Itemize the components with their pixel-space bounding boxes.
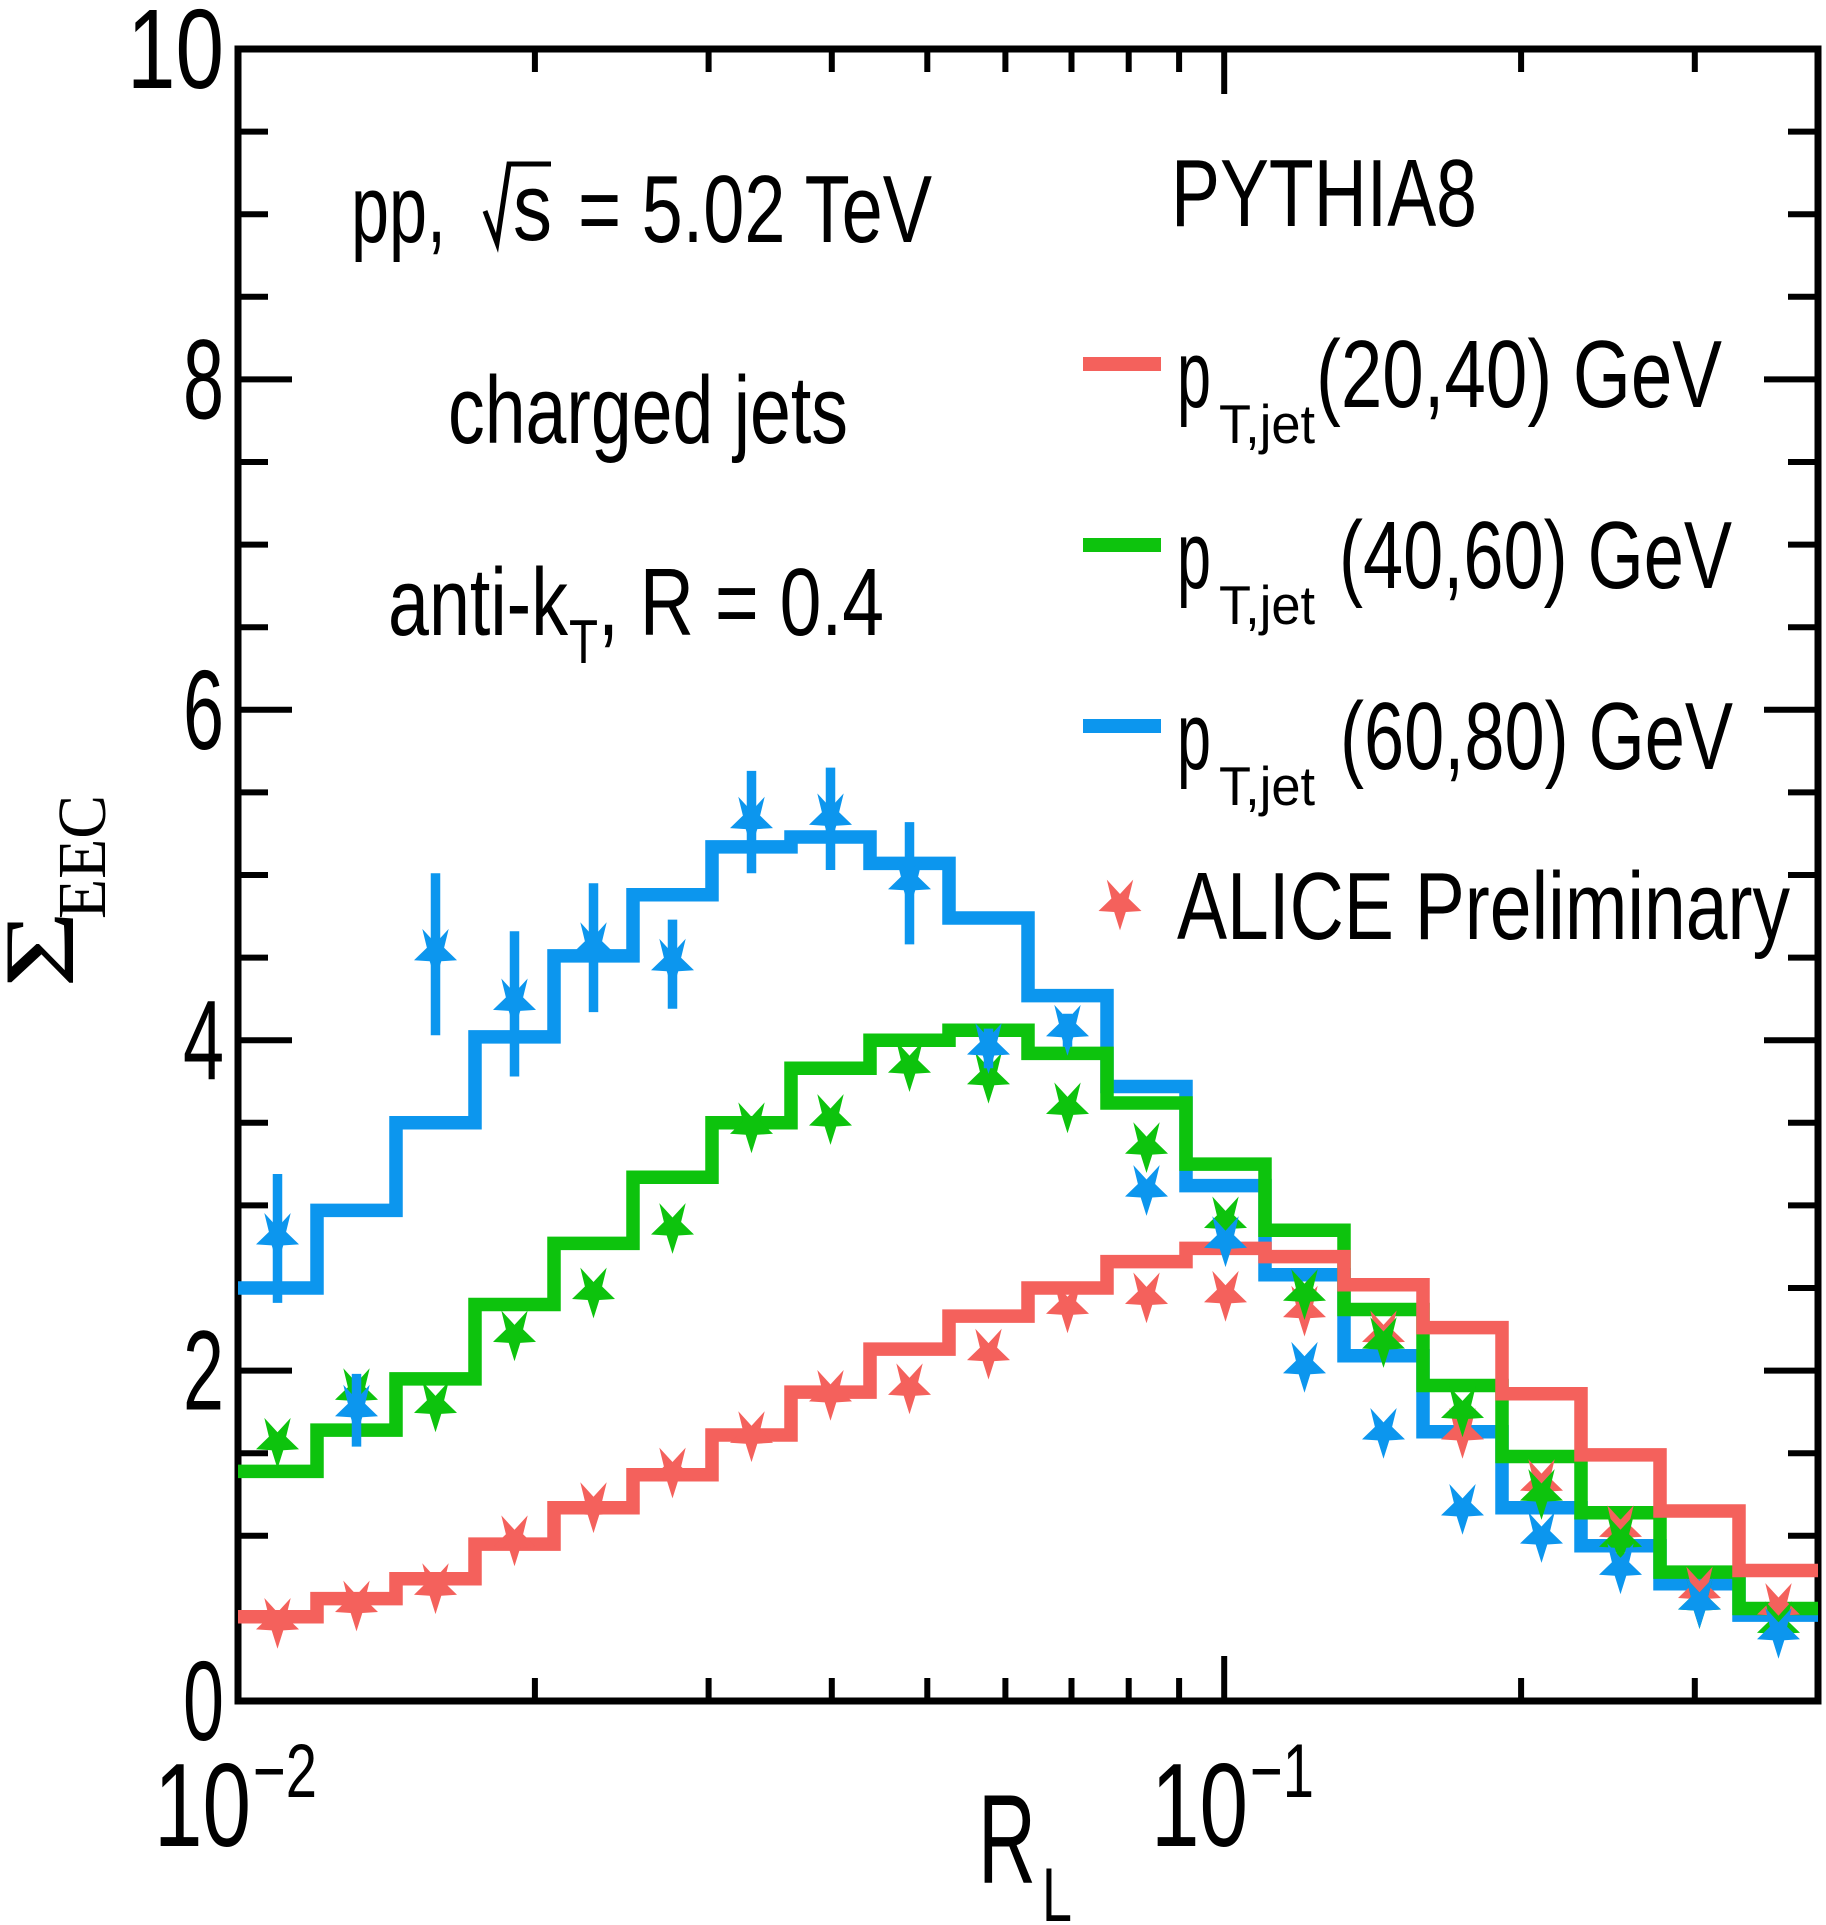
svg-text:(60,80) GeV: (60,80) GeV xyxy=(1340,683,1733,790)
svg-text:= 5.02 TeV: = 5.02 TeV xyxy=(578,156,932,263)
svg-text:R: R xyxy=(978,1768,1036,1910)
svg-text:8: 8 xyxy=(183,316,224,442)
svg-text:T,jet: T,jet xyxy=(1219,755,1315,817)
svg-text:p: p xyxy=(1177,683,1211,790)
svg-text:PYTHIA8: PYTHIA8 xyxy=(1171,140,1477,247)
svg-text:pp,: pp, xyxy=(351,156,446,263)
svg-text:0: 0 xyxy=(183,1638,224,1764)
svg-text:EEC: EEC xyxy=(44,795,120,919)
svg-text:T: T xyxy=(569,608,598,677)
svg-text:, R = 0.4: , R = 0.4 xyxy=(598,549,884,656)
svg-text:10: 10 xyxy=(154,1739,251,1872)
svg-text:T,jet: T,jet xyxy=(1219,574,1315,636)
svg-text:6: 6 xyxy=(183,647,224,773)
svg-text:−1: −1 xyxy=(1250,1729,1314,1814)
svg-text:(20,40) GeV: (20,40) GeV xyxy=(1316,321,1722,428)
svg-text:(40,60) GeV: (40,60) GeV xyxy=(1339,502,1732,609)
svg-text:2: 2 xyxy=(183,1308,224,1434)
svg-text:anti-k: anti-k xyxy=(388,549,569,656)
svg-text:Σ: Σ xyxy=(0,911,95,988)
svg-text:4: 4 xyxy=(183,977,224,1103)
svg-text:charged jets: charged jets xyxy=(448,357,848,464)
svg-text:ALICE Preliminary: ALICE Preliminary xyxy=(1177,853,1790,960)
svg-text:s: s xyxy=(513,154,552,261)
svg-text:10: 10 xyxy=(1151,1739,1248,1872)
svg-text:p: p xyxy=(1177,321,1211,428)
svg-text:p: p xyxy=(1177,502,1211,609)
svg-text:−2: −2 xyxy=(253,1729,317,1814)
svg-text:T,jet: T,jet xyxy=(1219,393,1315,455)
svg-text:L: L xyxy=(1042,1853,1072,1925)
svg-text:10: 10 xyxy=(127,0,224,112)
